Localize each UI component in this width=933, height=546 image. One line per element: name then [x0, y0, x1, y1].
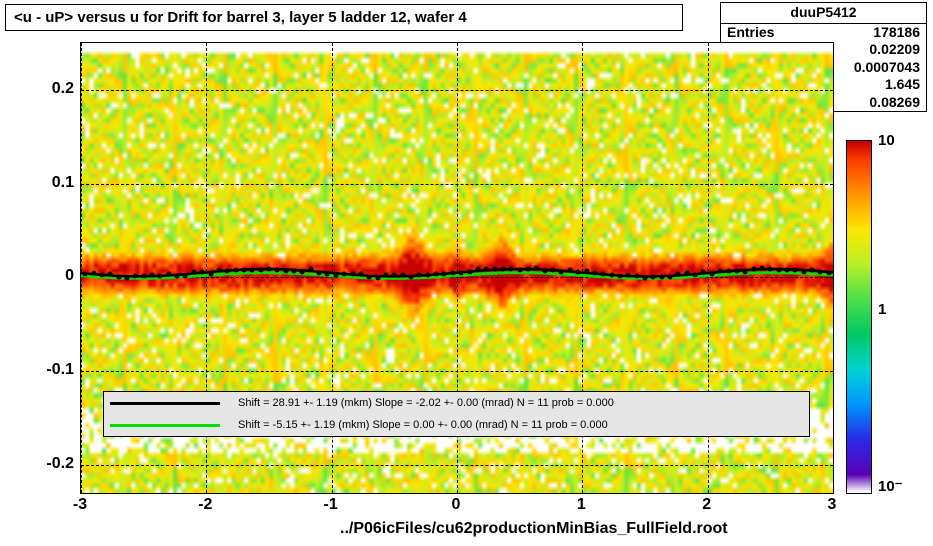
x-tick: -3 — [73, 496, 87, 514]
y-tick: 0 — [32, 267, 74, 285]
y-tick: -0.1 — [32, 361, 74, 379]
legend-row: Shift = -5.15 +- 1.19 (mkm) Slope = 0.00… — [104, 414, 809, 436]
colorbar-tick: 10⁻ — [878, 477, 903, 495]
x-tick: 2 — [702, 496, 711, 514]
fit-legend: Shift = 28.91 +- 1.19 (mkm) Slope = -2.0… — [103, 391, 810, 437]
plot-area: Shift = 28.91 +- 1.19 (mkm) Slope = -2.0… — [80, 42, 834, 494]
colorbar — [846, 140, 872, 494]
x-tick: -2 — [198, 496, 212, 514]
x-tick: -1 — [324, 496, 338, 514]
stats-row: Entries178186 — [721, 24, 926, 42]
colorbar-tick: 10 — [878, 132, 895, 149]
legend-row: Shift = 28.91 +- 1.19 (mkm) Slope = -2.0… — [104, 392, 809, 414]
source-file: ../P06icFiles/cu62productionMinBias_Full… — [340, 520, 728, 538]
y-tick: -0.2 — [32, 455, 74, 473]
x-tick: 0 — [452, 496, 461, 514]
y-tick: 0.2 — [32, 80, 74, 98]
y-tick: 0.1 — [32, 174, 74, 192]
colorbar-tick: 1 — [878, 301, 886, 318]
x-tick: 1 — [577, 496, 586, 514]
x-tick: 3 — [828, 496, 837, 514]
plot-title: <u - uP> versus u for Drift for barrel 3… — [5, 4, 683, 31]
colorbar-gradient — [847, 141, 871, 493]
stats-name: duuP5412 — [721, 3, 926, 24]
